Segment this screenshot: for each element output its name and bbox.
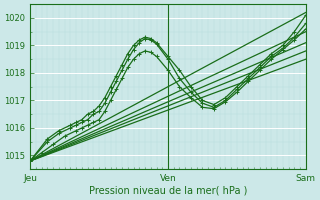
X-axis label: Pression niveau de la mer( hPa ): Pression niveau de la mer( hPa ) — [89, 186, 247, 196]
